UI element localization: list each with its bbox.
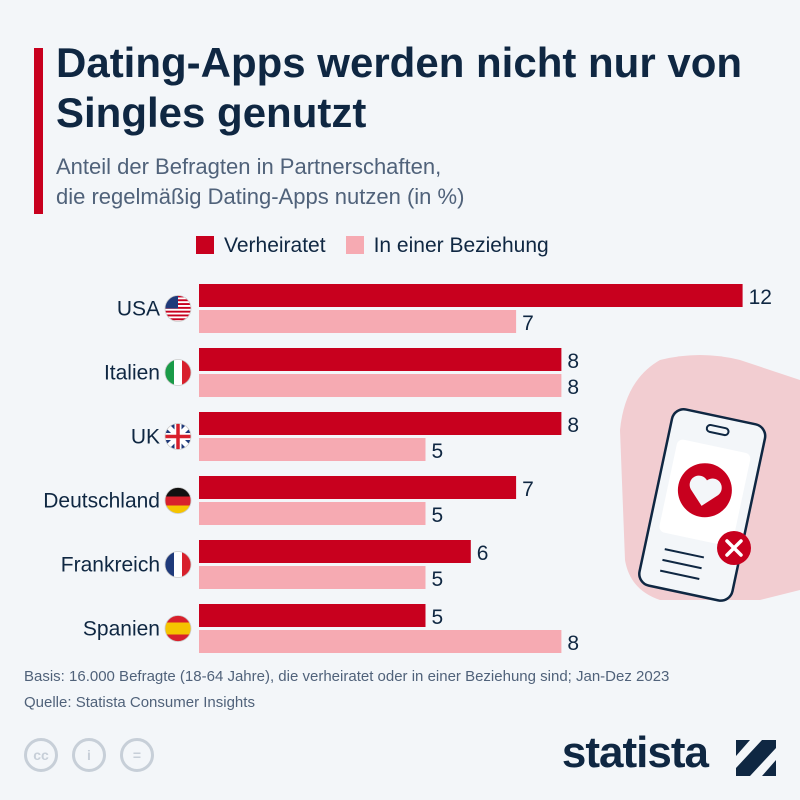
data-label: 5 <box>432 606 444 629</box>
page-title: Dating-Apps werden nicht nur von Singles… <box>56 39 743 136</box>
footer-basis: Basis: 16.000 Befragte (18-64 Jahre), di… <box>24 668 670 685</box>
bar-relationship <box>199 630 562 653</box>
no-derivatives-icon[interactable]: = <box>120 738 154 772</box>
data-label: 5 <box>432 440 444 463</box>
category-label: Frankreich <box>61 554 160 577</box>
legend-item-married: Verheiratet <box>196 234 326 258</box>
data-label: 5 <box>432 504 444 527</box>
bar-relationship <box>199 310 517 333</box>
footer-source: Quelle: Statista Consumer Insights <box>24 694 255 711</box>
data-label: 8 <box>567 350 579 373</box>
category-label: Deutschland <box>43 490 160 513</box>
data-label: 8 <box>567 414 579 437</box>
subtitle-line: die regelmäßig Dating-Apps nutzen (in %) <box>56 184 465 209</box>
bar-married <box>199 476 517 499</box>
subtitle-line: Anteil der Befragten in Partnerschaften, <box>56 154 442 179</box>
category-label: Italien <box>104 362 160 385</box>
bar-married <box>199 348 562 371</box>
bar-married <box>199 540 471 563</box>
bar-relationship <box>199 502 426 525</box>
bar-relationship <box>199 566 426 589</box>
category-label: UK <box>131 426 160 449</box>
data-label: 12 <box>749 286 772 309</box>
data-label: 8 <box>567 632 579 655</box>
bar-relationship <box>199 374 562 397</box>
phone-illustration <box>620 355 800 602</box>
statista-logo[interactable]: statista <box>561 728 709 777</box>
bar-married <box>199 604 426 627</box>
data-label: 7 <box>522 478 534 501</box>
cc-license-icon[interactable]: cc <box>24 738 58 772</box>
bar-relationship <box>199 438 426 461</box>
title-accent-bar <box>34 48 43 214</box>
data-label: 5 <box>432 568 444 591</box>
attribution-icon[interactable]: i <box>72 738 106 772</box>
legend: Verheiratet In einer Beziehung <box>196 234 549 258</box>
bar-married <box>199 412 562 435</box>
legend-item-relationship: In einer Beziehung <box>345 234 549 258</box>
subtitle: Anteil der Befragten in Partnerschaften,… <box>56 152 756 212</box>
data-label: 7 <box>522 312 534 335</box>
data-label: 8 <box>567 376 579 399</box>
category-label: USA <box>117 298 160 321</box>
statista-logo-icon <box>736 740 776 776</box>
category-label: Spanien <box>83 618 160 641</box>
bar-married <box>199 284 743 307</box>
data-label: 6 <box>477 542 489 565</box>
